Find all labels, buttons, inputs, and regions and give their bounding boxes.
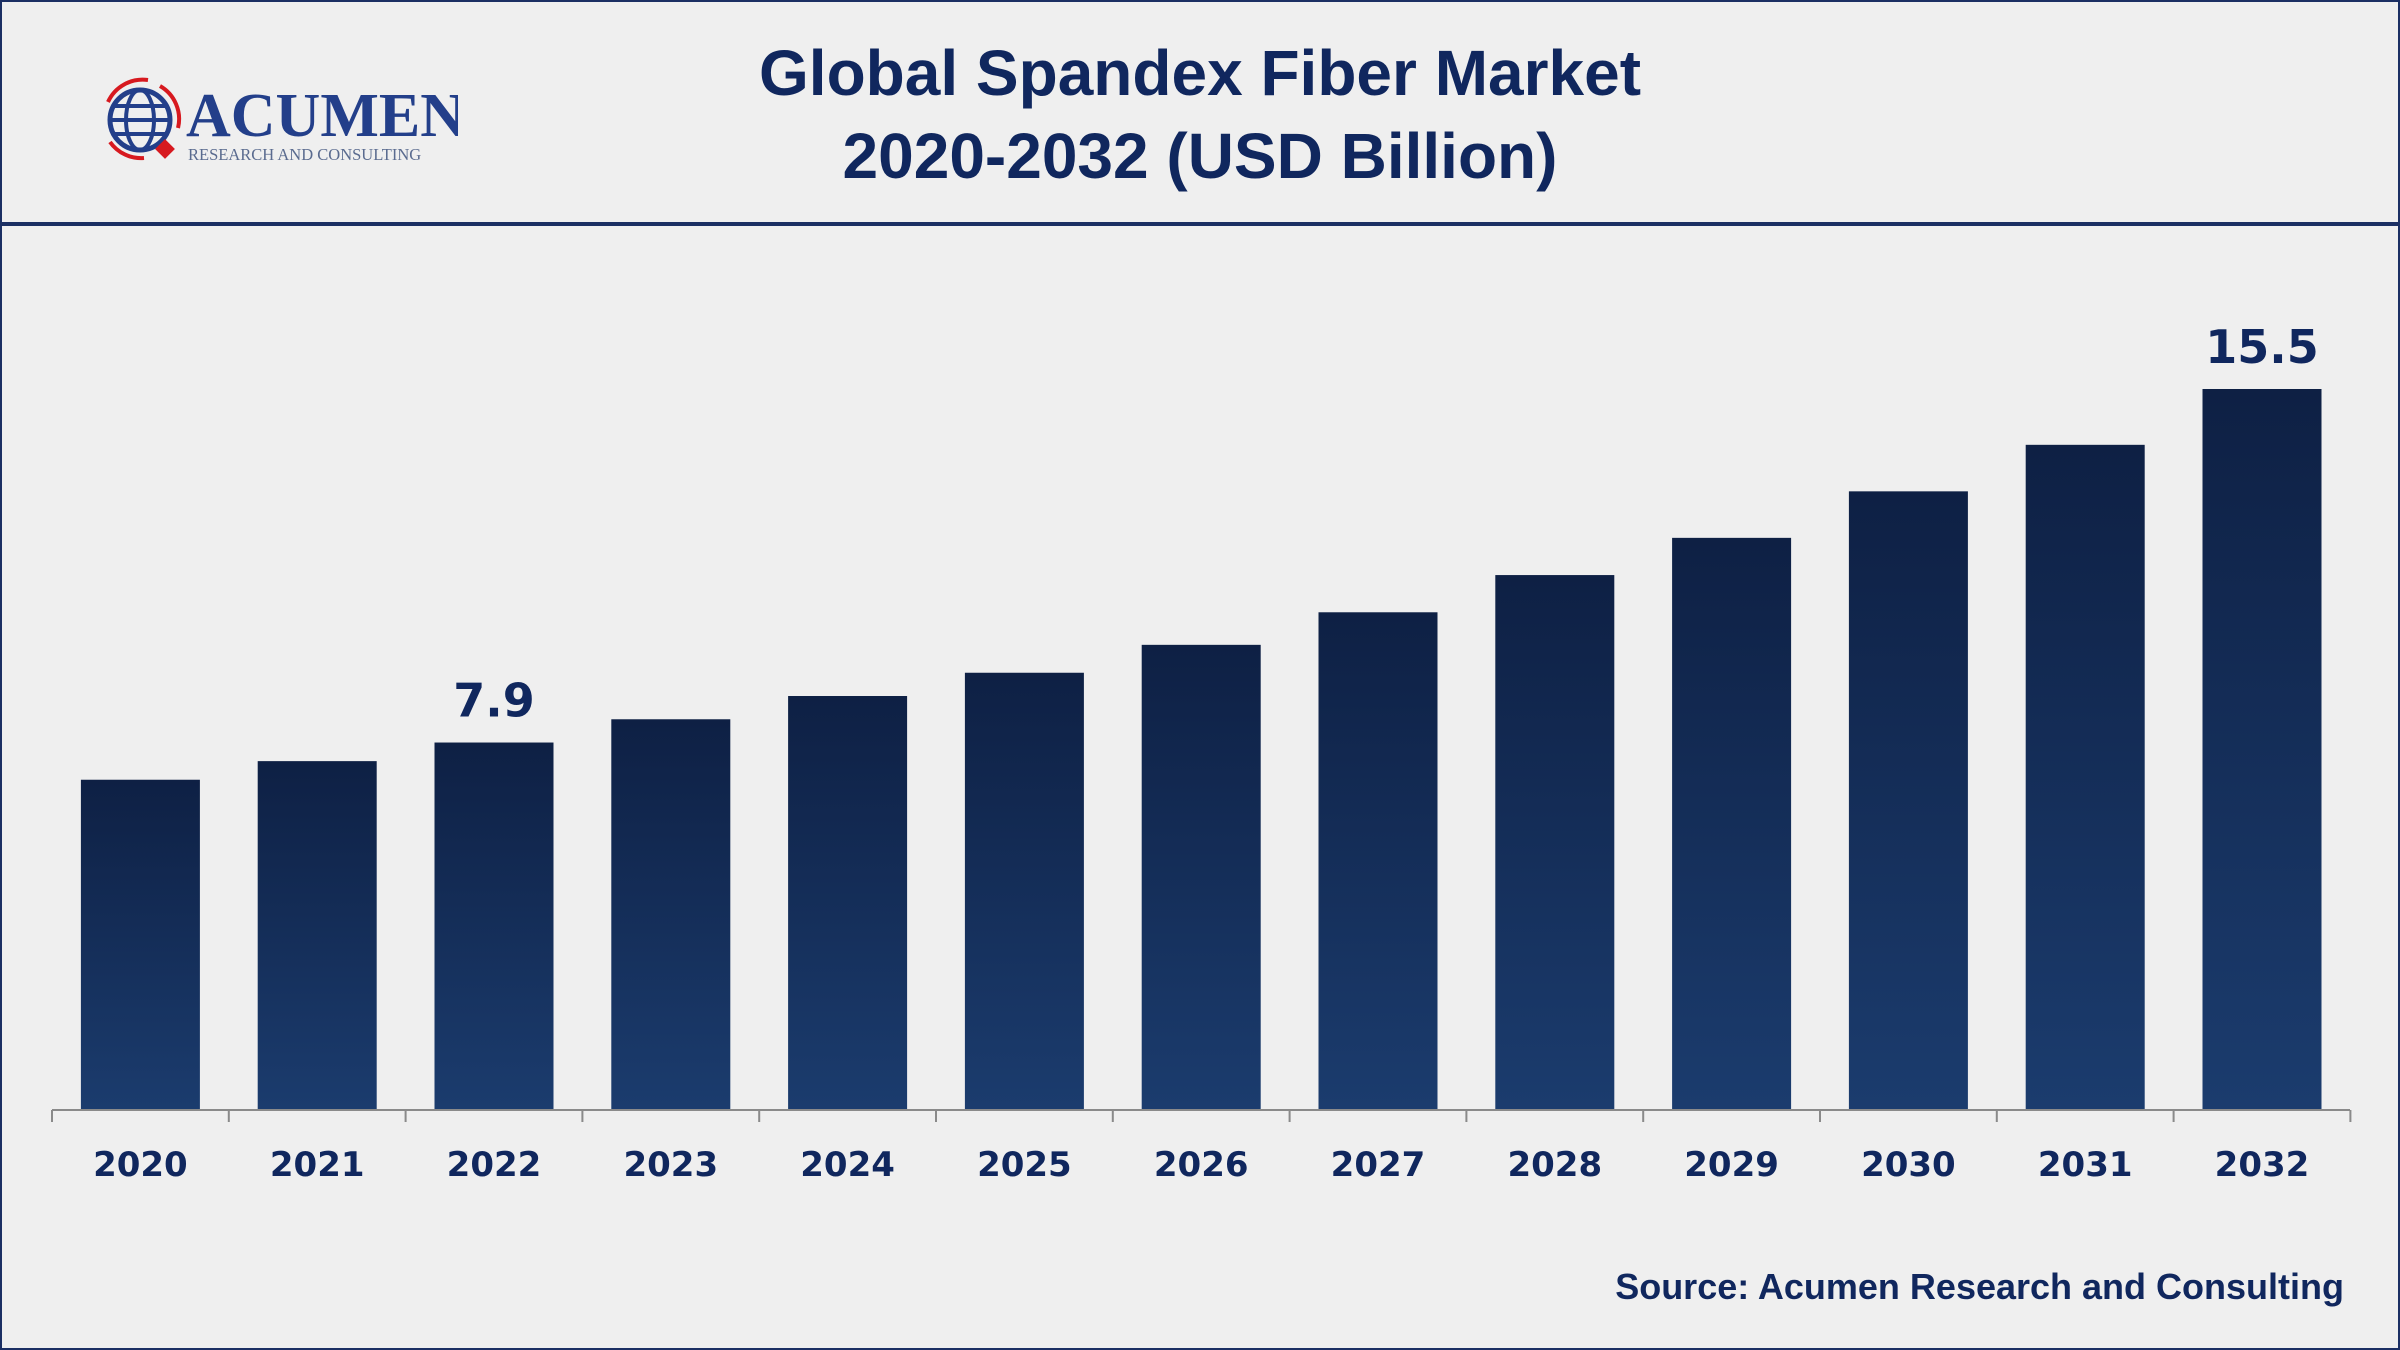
x-tick-label: 2030 — [1861, 1145, 1956, 1185]
bar-2024 — [788, 696, 908, 1110]
x-tick-label: 2024 — [800, 1145, 895, 1185]
bar-2026 — [1141, 644, 1261, 1110]
x-tick-label: 2029 — [1684, 1145, 1779, 1185]
data-label-2032: 15.5 — [2205, 320, 2319, 374]
bar-2032 — [2202, 389, 2322, 1110]
x-tick-label: 2023 — [623, 1145, 718, 1185]
chart-title-line1: Global Spandex Fiber Market — [759, 37, 1641, 109]
bar-2027 — [1318, 612, 1438, 1110]
bar-2030 — [1848, 491, 1968, 1111]
x-tick-label: 2026 — [1154, 1145, 1249, 1185]
chart-title-line2: 2020-2032 (USD Billion) — [842, 120, 1558, 192]
x-tick-label: 2028 — [1507, 1145, 1602, 1185]
logo-wordmark: ACUMEN — [186, 82, 458, 150]
x-tick-label: 2022 — [447, 1145, 542, 1185]
x-tick-label: 2031 — [2038, 1145, 2133, 1185]
bar-2020 — [80, 779, 200, 1110]
bar-2029 — [1672, 537, 1792, 1110]
bar-2025 — [964, 672, 1084, 1110]
bar-2031 — [2025, 444, 2145, 1111]
x-tick-label: 2027 — [1331, 1145, 1426, 1185]
bar-2023 — [611, 719, 731, 1110]
bar-2022 — [434, 742, 554, 1110]
logo-subtext: RESEARCH AND CONSULTING — [188, 145, 421, 164]
data-label-2022: 7.9 — [453, 674, 535, 728]
bar-2028 — [1495, 575, 1615, 1110]
x-tick-label: 2032 — [2215, 1145, 2310, 1185]
acumen-logo: ACUMEN RESEARCH AND CONSULTING — [106, 77, 458, 164]
header-divider — [0, 222, 2400, 226]
bar-2021 — [257, 761, 377, 1110]
x-tick-label: 2020 — [93, 1145, 188, 1185]
x-tick-label: 2025 — [977, 1145, 1072, 1185]
source-note: Source: Acumen Research and Consulting — [1615, 1266, 2344, 1307]
x-tick-label: 2021 — [270, 1145, 365, 1185]
